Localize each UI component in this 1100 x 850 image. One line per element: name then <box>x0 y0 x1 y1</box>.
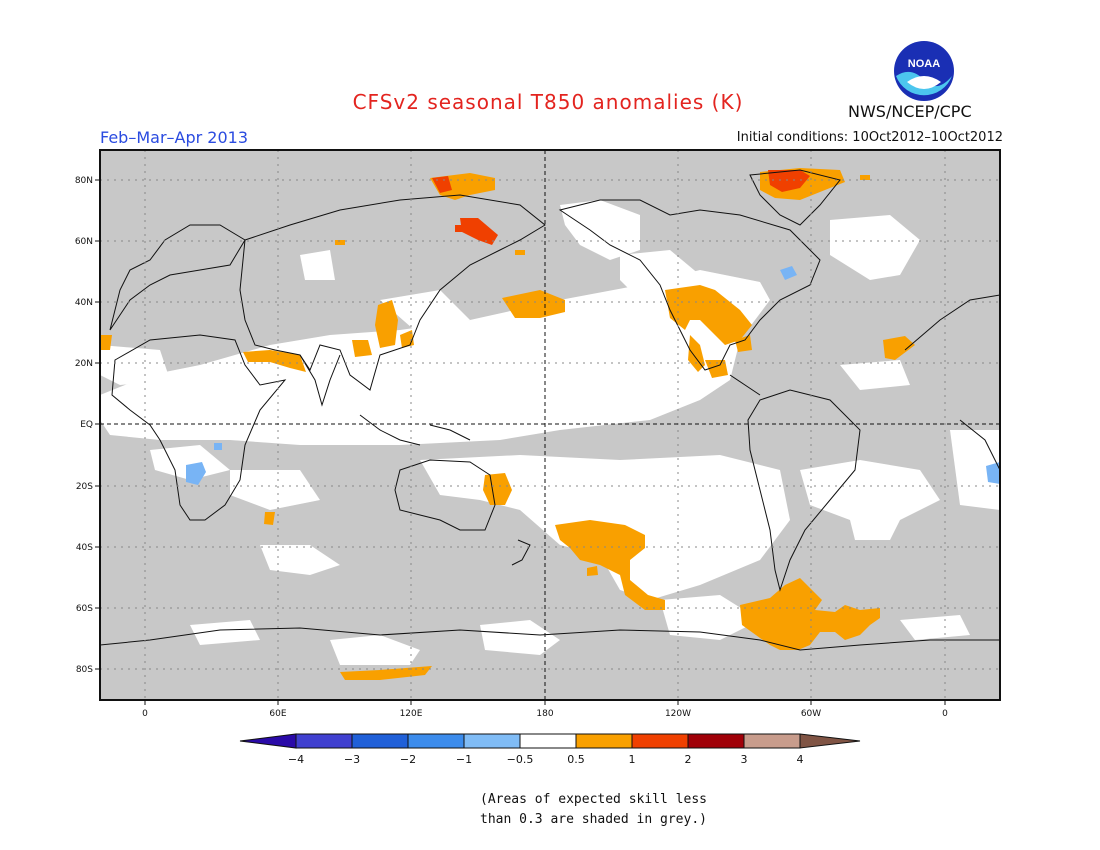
colorbar-label: 4 <box>797 753 804 766</box>
noaa-logo: NOAA <box>894 41 954 101</box>
lat-label-eq: EQ <box>80 420 93 430</box>
colorbar-segment-3 <box>407 733 465 749</box>
lon-label-180: 180 <box>536 709 553 719</box>
footnote-line-2: than 0.3 are shaded in grey.) <box>480 812 707 827</box>
coastlines <box>100 169 1000 651</box>
footnote-line-1: (Areas of expected skill less <box>480 792 707 807</box>
colorbar-label: −0.5 <box>507 753 534 766</box>
organization-label: NWS/NCEP/CPC <box>848 102 972 121</box>
colorbar-segment-5 <box>519 733 577 749</box>
lon-label-120e: 120E <box>400 709 423 719</box>
colorbar-segment-7 <box>631 733 689 749</box>
lon-label-0-east: 0 <box>942 709 948 719</box>
initial-conditions-label: Initial conditions: 10Oct2012–10Oct2012 <box>736 130 1003 145</box>
cool-anomaly-regions <box>186 266 1000 485</box>
lat-label-60s: 60S <box>76 604 93 614</box>
colorbar-segment-2 <box>351 733 409 749</box>
graticule <box>100 150 1000 700</box>
colorbar-segment-6 <box>575 733 633 749</box>
season-label: Feb–Mar–Apr 2013 <box>100 128 248 147</box>
colorbar-label: 3 <box>741 753 748 766</box>
colorbar-label: 0.5 <box>567 753 585 766</box>
colorbar-label: −1 <box>456 753 472 766</box>
colorbar-label: −2 <box>400 753 416 766</box>
lat-label-60n: 60N <box>75 237 93 247</box>
lat-label-20n: 20N <box>75 359 93 369</box>
lat-label-40s: 40S <box>76 543 93 553</box>
colorbar <box>239 733 861 749</box>
skill-footnote: (Areas of expected skill less than 0.3 a… <box>480 790 707 830</box>
colorbar-segment-4 <box>463 733 521 749</box>
lat-label-80n: 80N <box>75 176 93 186</box>
colorbar-segment-1 <box>295 733 353 749</box>
colorbar-label: −4 <box>288 753 304 766</box>
map-title: CFSv2 seasonal T850 anomalies (K) <box>352 90 744 114</box>
colorbar-label: 1 <box>629 753 636 766</box>
noaa-logo-text: NOAA <box>908 58 940 70</box>
colorbar-label: −3 <box>344 753 360 766</box>
equator-dateline <box>100 150 1000 700</box>
lon-label-60e: 60E <box>269 709 286 719</box>
tick-marks <box>95 179 946 705</box>
lat-label-20s: 20S <box>76 482 93 492</box>
lat-label-80s: 80S <box>76 665 93 675</box>
colorbar-segment-9 <box>743 733 801 749</box>
lon-label-60w: 60W <box>801 709 821 719</box>
colorbar-label: 2 <box>685 753 692 766</box>
map-frame <box>99 149 1001 701</box>
lon-label-120w: 120W <box>665 709 691 719</box>
colorbar-segment-8 <box>687 733 745 749</box>
colorbar-segment-gt-4 <box>799 733 861 749</box>
lat-label-40n: 40N <box>75 298 93 308</box>
colorbar-segment-lt-4 <box>239 733 297 749</box>
lon-label-0: 0 <box>142 709 148 719</box>
